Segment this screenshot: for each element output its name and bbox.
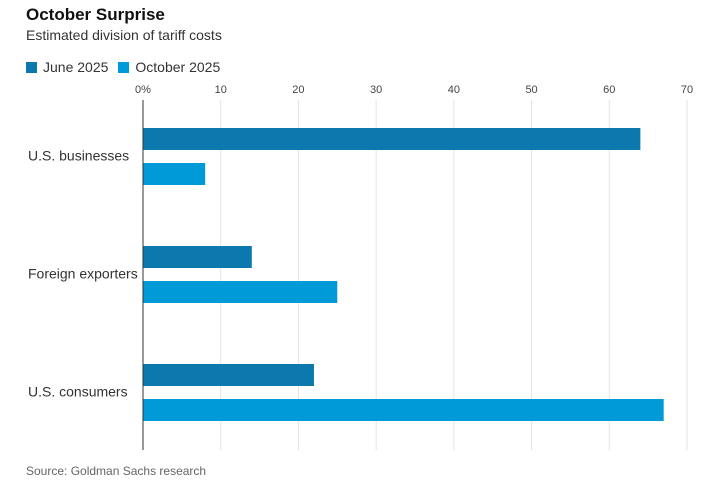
x-tick-label: 50 [525, 84, 537, 96]
x-tick-label: 10 [215, 84, 227, 96]
legend-item-june: June 2025 [26, 59, 108, 75]
bar-june [143, 246, 252, 268]
legend-swatch-october [118, 61, 130, 73]
x-tick-label: 60 [603, 84, 615, 96]
bar-october [143, 281, 338, 303]
x-tick-label: 70 [681, 84, 693, 96]
chart-title: October Surprise [26, 5, 165, 24]
legend-label-october: October 2025 [135, 59, 221, 75]
legend: June 2025 October 2025 [26, 59, 230, 75]
category-label: Foreign exporters [28, 266, 138, 282]
chart-subtitle: Estimated division of tariff costs [26, 27, 222, 43]
source-note: Source: Goldman Sachs research [26, 464, 207, 478]
bar-october [143, 163, 206, 185]
x-tick-label: 40 [448, 84, 460, 96]
bar-october [143, 399, 664, 421]
x-tick-label: 0% [135, 84, 151, 96]
bar-june [143, 128, 641, 150]
category-label: U.S. consumers [28, 384, 128, 400]
legend-item-october: October 2025 [118, 59, 220, 75]
legend-label-june: June 2025 [43, 59, 109, 75]
category-label: U.S. businesses [28, 148, 129, 164]
x-tick-label: 20 [292, 84, 304, 96]
bar-june [143, 364, 314, 386]
legend-swatch-june [26, 61, 37, 73]
x-tick-label: 30 [370, 84, 382, 96]
